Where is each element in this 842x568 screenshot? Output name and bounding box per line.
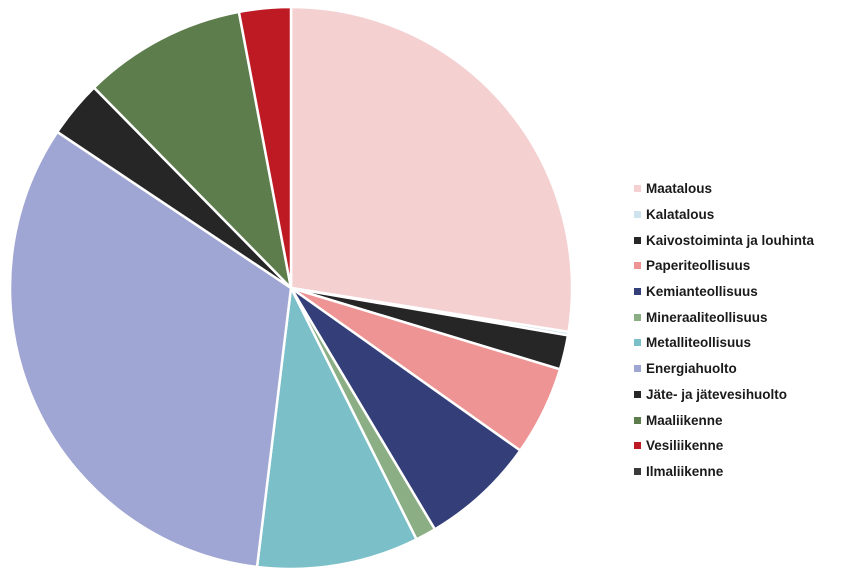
legend-item: Energiahuolto (634, 356, 814, 382)
legend-label: Metalliteollisuus (646, 335, 752, 351)
legend-item: Kalatalous (634, 202, 814, 228)
legend-label: Vesiliikenne (646, 438, 724, 454)
legend-item: Metalliteollisuus (634, 330, 814, 356)
legend-item: Kaivostoiminta ja louhinta (634, 227, 814, 253)
pie-slice (8, 130, 293, 568)
legend-swatch (634, 185, 641, 193)
legend-item: Maatalous (634, 176, 814, 202)
legend-swatch (634, 313, 641, 321)
legend-item: Vesiliikenne (634, 433, 814, 459)
legend-swatch (634, 288, 641, 296)
legend-swatch (634, 365, 641, 373)
legend-item: Ilmaliikenne (634, 459, 814, 485)
legend-item: Maaliikenne (634, 407, 814, 433)
legend-label: Ilmaliikenne (646, 463, 724, 479)
legend-item: Jäte- ja jätevesihuolto (634, 382, 814, 408)
legend-label: Kemianteollisuus (646, 284, 758, 300)
legend-label: Energiahuolto (646, 361, 737, 377)
legend-swatch (634, 262, 641, 270)
pie-slice (92, 10, 293, 290)
legend-label: Maaliikenne (646, 412, 723, 428)
legend-item: Paperiteollisuus (634, 253, 814, 279)
pie-slice (289, 5, 574, 334)
legend-swatch (634, 390, 641, 398)
legend-label: Paperiteollisuus (646, 258, 751, 274)
legend-swatch (634, 236, 641, 244)
legend-swatch (634, 467, 641, 475)
pie-slice (237, 5, 293, 290)
legend-label: Kalatalous (646, 207, 715, 223)
legend-label: Maatalous (646, 181, 713, 197)
legend-swatch (634, 416, 641, 424)
legend-swatch (634, 211, 641, 219)
legend-swatch (634, 339, 641, 347)
legend-label: Kaivostoiminta ja louhinta (646, 232, 815, 248)
chart-legend: Maatalous Kalatalous Kaivostoiminta ja l… (634, 176, 814, 484)
legend-item: Mineraaliteollisuus (634, 304, 814, 330)
legend-label: Mineraaliteollisuus (646, 309, 768, 325)
legend-label: Jäte- ja jätevesihuolto (646, 386, 788, 402)
legend-swatch (634, 442, 641, 450)
pie-slice (289, 286, 522, 531)
legend-item: Kemianteollisuus (634, 279, 814, 305)
